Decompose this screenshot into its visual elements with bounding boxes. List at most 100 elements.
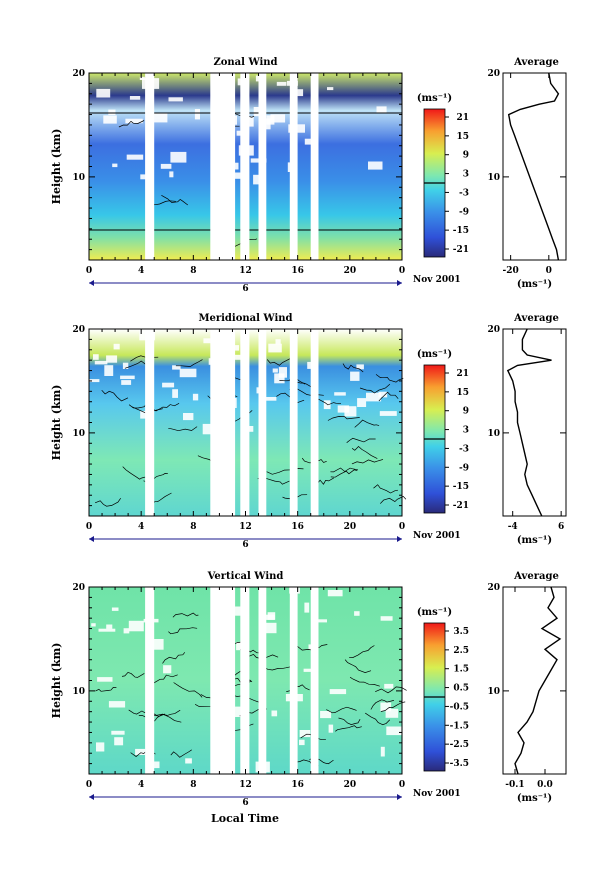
data-dropout (272, 368, 278, 373)
x-tick-label: 12 (239, 522, 252, 532)
data-dropout (104, 365, 114, 376)
contour-line (101, 389, 129, 402)
no-data-gap (145, 587, 155, 774)
contour-line (335, 725, 362, 732)
data-dropout (126, 154, 144, 160)
data-dropout (111, 607, 119, 611)
y-tick-label: 20 (72, 583, 85, 593)
x-tick-label: 16 (291, 522, 304, 532)
profile-y-tick-label: 10 (487, 687, 500, 697)
data-dropout (160, 163, 172, 169)
contour-line (370, 699, 394, 710)
colorbar-tick-label: -15 (453, 226, 469, 236)
contour-line (154, 709, 181, 722)
data-dropout (299, 730, 311, 738)
y-tick-label: 10 (72, 687, 85, 697)
data-dropout (194, 109, 200, 120)
profile-frame (502, 328, 567, 517)
x-tick-label: 0 (399, 522, 405, 532)
date-axis-arrow (397, 280, 402, 286)
data-dropout (227, 172, 244, 179)
contour-line (168, 627, 198, 635)
y-tick-label: 10 (72, 429, 85, 439)
data-dropout (93, 354, 99, 360)
date-axis-arrow (89, 280, 94, 286)
profile-title: Average (513, 57, 559, 68)
data-dropout (327, 590, 343, 597)
date-label: Nov 2001 (413, 275, 461, 285)
x-tick-label: 0 (86, 780, 92, 790)
data-dropout (128, 620, 144, 632)
data-dropout (120, 375, 135, 380)
panel-title: Vertical Wind (207, 571, 284, 582)
contour-line (173, 682, 203, 698)
date-axis-arrow (89, 536, 94, 542)
contour-line (342, 363, 364, 373)
x-tick-label: 12 (239, 266, 252, 276)
y-axis-label: Height (km) (50, 129, 63, 205)
contour-line (330, 469, 358, 478)
profile-title: Average (513, 313, 559, 324)
date-axis-arrow (89, 794, 94, 800)
contour-line (161, 194, 189, 206)
y-axis-label: Height (km) (50, 385, 63, 461)
x-tick-label: 20 (344, 780, 357, 790)
colorbar-tick-label: 3 (463, 426, 469, 436)
data-dropout (380, 746, 385, 757)
contour-line (121, 671, 145, 678)
profile-x-axis-label: (ms⁻¹) (517, 279, 552, 290)
date-axis-arrow (397, 536, 402, 542)
colorbar-tick-label: -9 (459, 463, 469, 473)
data-dropout (106, 355, 118, 363)
contour-line (312, 397, 342, 406)
data-dropout (278, 367, 287, 378)
no-data-gap (210, 329, 236, 516)
date-label: Nov 2001 (413, 531, 461, 541)
data-dropout (162, 382, 175, 388)
date-label: Nov 2001 (413, 789, 461, 799)
colorbar-tick-label: 2.5 (453, 646, 469, 656)
y-tick-label: 20 (72, 325, 85, 335)
data-dropout (108, 109, 116, 115)
no-data-gap (289, 587, 298, 774)
data-dropout (337, 405, 350, 413)
y-tick-label: 20 (72, 69, 85, 79)
contour-line (162, 652, 186, 664)
y-tick-label: 10 (72, 173, 85, 183)
data-dropout (380, 702, 392, 712)
data-dropout (94, 360, 108, 365)
data-dropout (125, 118, 143, 124)
colorbar-tick-label: 1.5 (453, 665, 469, 675)
colorbar-tick-label: -3 (459, 188, 469, 198)
contour-line (354, 419, 380, 428)
no-data-gap (289, 329, 298, 516)
data-dropout (386, 726, 404, 736)
data-dropout (248, 426, 254, 432)
data-dropout (113, 343, 120, 350)
profile-y-tick-label: 20 (487, 69, 500, 79)
data-dropout (97, 677, 113, 682)
data-dropout (135, 748, 146, 755)
data-dropout (270, 114, 286, 123)
no-data-gap (240, 73, 250, 260)
no-data-gap (240, 329, 250, 516)
data-dropout (123, 628, 130, 634)
data-dropout (121, 380, 132, 385)
colorbar-tick-label: 9 (463, 151, 469, 161)
data-dropout (271, 710, 278, 717)
profile-x-axis-label: (ms⁻¹) (517, 793, 552, 804)
data-dropout (146, 639, 164, 650)
data-dropout (111, 730, 125, 735)
contour-line (118, 120, 145, 128)
colorbar-unit-label: (ms⁻¹) (417, 93, 452, 104)
data-dropout (234, 606, 246, 616)
data-dropout (263, 614, 275, 620)
profile-x-tick-label: 0 (546, 266, 552, 276)
no-data-gap (145, 73, 155, 260)
colorbar-tick-label: 3 (463, 170, 469, 180)
profile-x-axis-label: (ms⁻¹) (517, 535, 552, 546)
data-dropout (96, 88, 111, 98)
contour-line (168, 426, 198, 432)
data-dropout (329, 689, 347, 695)
panel-title: Zonal Wind (213, 57, 277, 68)
